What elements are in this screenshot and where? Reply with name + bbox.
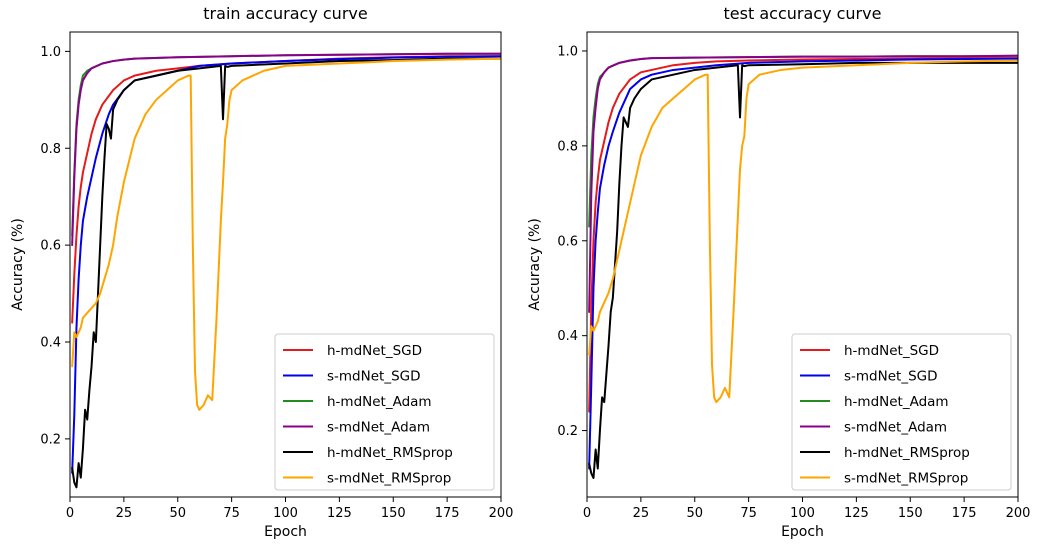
legend-entry-label: s-mdNet_RMSprop xyxy=(844,471,968,487)
x-tick-label: 175 xyxy=(435,506,460,521)
x-axis-label: Epoch xyxy=(264,524,307,540)
x-tick-label: 125 xyxy=(844,506,869,521)
x-axis-label: Epoch xyxy=(781,524,824,540)
series-line-s-mdnet-adam xyxy=(588,54,1018,313)
series-line-h-mdnet-rmsprop xyxy=(71,57,501,489)
legend-entry-label: s-mdNet_RMSprop xyxy=(327,471,451,487)
y-tick-label: 0.2 xyxy=(557,424,578,439)
x-tick-label: 175 xyxy=(952,506,977,521)
x-tick-label: 50 xyxy=(686,506,703,521)
x-tick-label: 75 xyxy=(223,506,240,521)
x-tick-label: 75 xyxy=(740,506,757,521)
test-accuracy-panel: 0 25 50 75 100 125 150 175 200 0.2 0.4 0.6 0.8 1.0 tes… xyxy=(527,4,1030,540)
legend-entry-label: h-mdNet_Adam xyxy=(844,394,949,410)
series-line-s-mdnet-sgd xyxy=(588,57,1018,470)
legend: h-mdNet_SGD s-mdNet_SGD h-mdNet_Adam s-mdNe… xyxy=(791,333,1012,491)
x-tick-label: 0 xyxy=(66,506,74,521)
series-group xyxy=(71,52,501,489)
legend-entry-label: s-mdNet_SGD xyxy=(327,369,421,385)
legend-entry-label: h-mdNet_RMSprop xyxy=(844,445,970,461)
x-tick-label: 25 xyxy=(633,506,650,521)
y-tick-label: 1.0 xyxy=(40,45,61,60)
legend-entry-label: h-mdNet_SGD xyxy=(844,343,939,359)
legend-entry-label: h-mdNet_RMSprop xyxy=(327,445,453,461)
y-tick-label: 0.8 xyxy=(40,142,61,157)
legend: h-mdNet_SGD s-mdNet_SGD h-mdNet_Adam s-mdNe… xyxy=(274,333,495,491)
y-axis-label: Accuracy (%) xyxy=(527,218,543,311)
legend-frame xyxy=(791,333,1012,491)
x-tick-label: 125 xyxy=(327,506,352,521)
train-accuracy-panel: 0 25 50 75 100 125 150 175 200 0.2 0.4 0.6 0.8 1.0 tra… xyxy=(10,4,513,540)
y-tick-label: 0.8 xyxy=(557,139,578,154)
legend-frame xyxy=(274,333,495,491)
x-tick-label: 150 xyxy=(381,506,406,521)
chart-title: train accuracy curve xyxy=(203,4,367,23)
series-line-h-mdnet-rmsprop xyxy=(588,61,1018,480)
series-line-s-mdnet-rmsprop xyxy=(588,59,1018,404)
legend-entry-label: h-mdNet_Adam xyxy=(327,394,432,410)
x-tick-label: 50 xyxy=(169,506,186,521)
y-tick-label: 1.0 xyxy=(557,44,578,59)
series-line-s-mdnet-adam xyxy=(71,52,501,247)
legend-entry-label: s-mdNet_SGD xyxy=(844,369,938,385)
series-line-h-mdnet-sgd xyxy=(588,57,1018,413)
series-group xyxy=(588,54,1018,480)
y-tick-label: 0.6 xyxy=(557,234,578,249)
x-tick-label: 200 xyxy=(489,506,514,521)
x-tick-label: 25 xyxy=(116,506,133,521)
x-tick-label: 150 xyxy=(898,506,923,521)
series-line-s-mdnet-rmsprop xyxy=(71,57,501,411)
series-line-s-mdnet-sgd xyxy=(71,55,501,474)
x-tick-label: 200 xyxy=(1006,506,1031,521)
legend-entry-label: s-mdNet_Adam xyxy=(844,420,947,436)
y-axis-label: Accuracy (%) xyxy=(10,218,26,311)
y-tick-label: 0.6 xyxy=(40,239,61,254)
x-tick-label: 100 xyxy=(790,506,815,521)
y-tick-label: 0.4 xyxy=(40,336,61,351)
x-tick-label: 0 xyxy=(583,506,591,521)
y-tick-label: 0.2 xyxy=(40,432,61,447)
chart-title: test accuracy curve xyxy=(724,4,882,23)
legend-entry-label: h-mdNet_SGD xyxy=(327,343,422,359)
legend-entry-label: s-mdNet_Adam xyxy=(327,420,430,436)
x-tick-label: 100 xyxy=(273,506,298,521)
y-tick-label: 0.4 xyxy=(557,329,578,344)
